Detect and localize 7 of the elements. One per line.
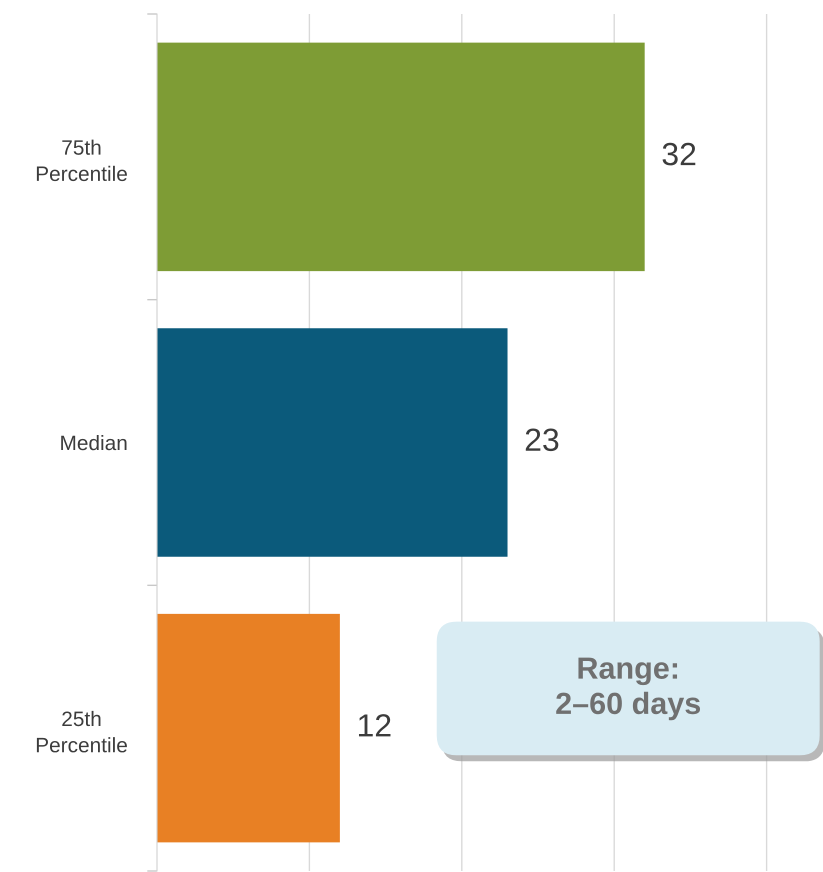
data-label: 32 <box>662 142 696 166</box>
y-tick-label: 75th Percentile <box>36 140 127 182</box>
y-tick-label: Median <box>61 434 126 450</box>
annotation: Range: 2–60 days <box>556 658 700 720</box>
y-tick-label: 25th Percentile <box>36 710 127 752</box>
data-label: 12 <box>358 714 390 736</box>
data-label: 23 <box>526 428 558 452</box>
